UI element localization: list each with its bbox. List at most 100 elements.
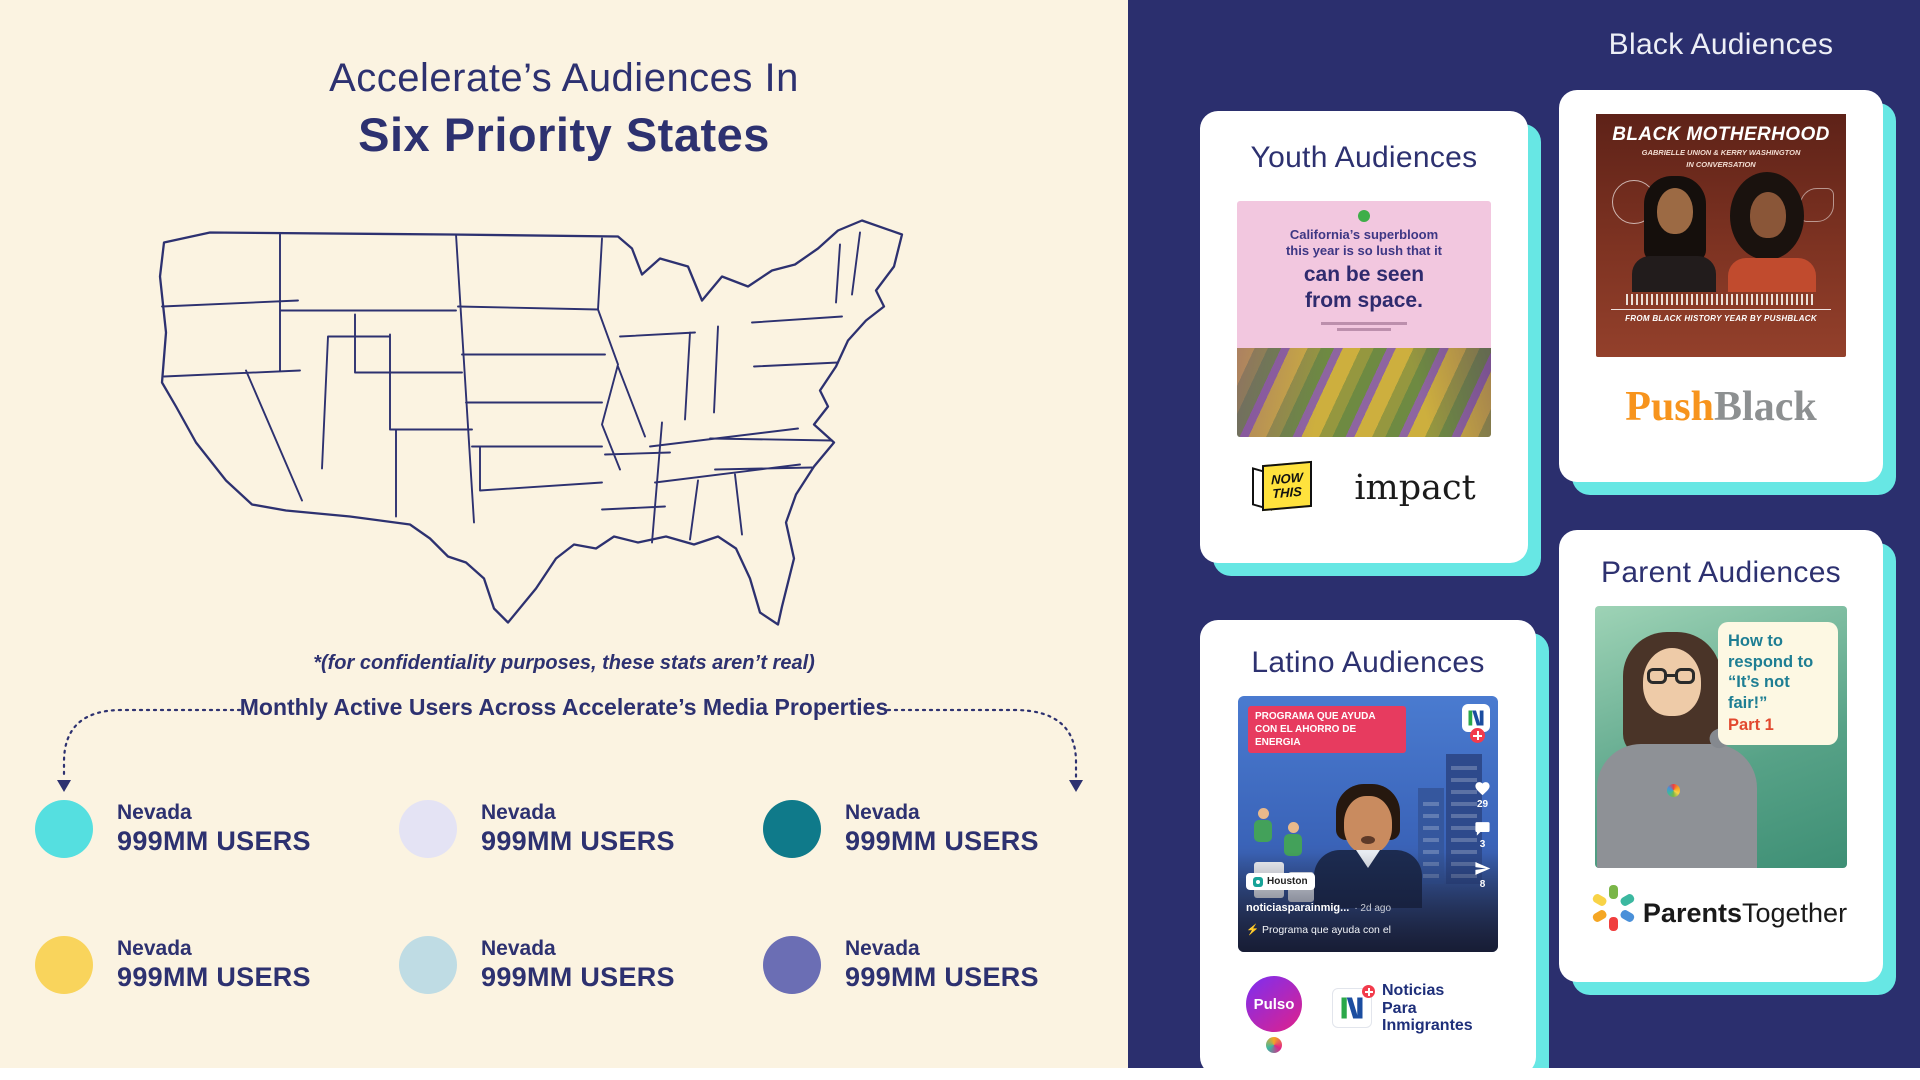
youth-post-image: California’s superbloom this year is so … — [1237, 201, 1491, 437]
poster-subline-1: GABRIELLE UNION & KERRY WASHINGTON — [1641, 148, 1801, 157]
share-count: 8 — [1479, 879, 1486, 890]
video-caption: ⚡ Programa que ayuda con el — [1246, 924, 1391, 936]
stat-color-dot-turquoise — [35, 800, 93, 858]
poster-headline: BLACK MOTHERHOOD — [1612, 124, 1830, 145]
audio-waveform-icon — [1626, 294, 1816, 306]
page-title: Accelerate’s Audiences In Six Priority S… — [0, 56, 1128, 162]
location-tag: Houston — [1246, 873, 1315, 890]
noticias-word-3: Inmigrantes — [1382, 1017, 1473, 1035]
parent-video-thumbnail: How to respond to “It’s not fair!” Part … — [1595, 606, 1847, 868]
left-panel: Accelerate’s Audiences In Six Priority S… — [0, 0, 1128, 1080]
arrowhead-right-icon — [1069, 780, 1083, 792]
sketch-line-icon — [1800, 188, 1834, 223]
black-audiences-card: BLACK MOTHERHOOD GABRIELLE UNION & KERRY… — [1559, 90, 1883, 482]
parentstogether-logo-bold: Parents — [1642, 897, 1742, 928]
video-bottom-gradient — [1238, 852, 1498, 952]
us-map-svg — [158, 219, 904, 626]
share-icon — [1475, 862, 1491, 875]
stat-state: Nevada — [845, 801, 920, 825]
overlay-line-3: “It’s not fair!” — [1728, 673, 1790, 712]
pulso-mini-icon — [1266, 1037, 1282, 1053]
stat-item-1: Nevada 999MM USERS — [35, 800, 399, 858]
stat-item-2: Nevada 999MM USERS — [399, 800, 763, 858]
stat-users: 999MM USERS — [117, 826, 311, 857]
parentstogether-pinwheel-icon — [1591, 885, 1637, 932]
pushblack-logo: PushBlack — [1559, 383, 1883, 431]
title-line-1: Accelerate’s Audiences In — [329, 56, 799, 100]
dotted-arrows — [57, 708, 1083, 792]
state-borders — [161, 231, 861, 544]
poster-subline-2: IN CONVERSATION — [1686, 160, 1756, 170]
us-outline — [158, 219, 904, 626]
stat-item-3: Nevada 999MM USERS — [763, 800, 1097, 858]
stat-color-dot-indigo — [763, 936, 821, 994]
post-credit-line — [1321, 321, 1407, 325]
glasses-icon — [1647, 668, 1667, 684]
latino-card-title: Latino Audiences — [1251, 646, 1485, 679]
publisher-dot-icon — [1358, 210, 1370, 222]
stat-state: Nevada — [117, 937, 192, 961]
stat-state: Nevada — [481, 801, 556, 825]
stats-grid: Nevada 999MM USERS Nevada 999MM USERS Ne… — [35, 800, 1097, 994]
noticias-n-icon — [1462, 704, 1490, 732]
stat-state: Nevada — [117, 801, 192, 825]
noticias-word-2: Para — [1382, 999, 1417, 1017]
stat-state: Nevada — [481, 937, 556, 961]
impact-logo: impact — [1354, 468, 1476, 508]
sweatshirt-logo-icon — [1667, 784, 1680, 797]
post-headline-2: from space. — [1305, 289, 1423, 313]
noticias-plus-icon — [1362, 985, 1375, 999]
dotted-arrow-right — [886, 708, 1078, 780]
overlay-line-2: respond to — [1728, 652, 1814, 671]
stat-users: 999MM USERS — [481, 962, 675, 993]
title-line-2: Six Priority States — [358, 108, 770, 161]
bottom-white-strip — [0, 1068, 1920, 1080]
stat-item-6: Nevada 999MM USERS — [763, 936, 1097, 994]
heart-icon — [1475, 782, 1490, 796]
overlay-part-label: Part 1 — [1728, 715, 1774, 734]
post-credit-line — [1337, 327, 1391, 331]
superbloom-photo — [1237, 348, 1491, 437]
glasses-icon — [1675, 668, 1695, 684]
youth-audiences-card: Youth Audiences California’s superbloom … — [1200, 111, 1528, 563]
location-name: Houston — [1267, 876, 1308, 887]
stat-item-5: Nevada 999MM USERS — [399, 936, 763, 994]
dotted-arrow-left — [62, 708, 242, 780]
subtitle-text: Monthly Active Users Across Accelerate’s… — [239, 694, 889, 720]
latino-video-thumbnail: PROGRAMA QUE AYUDA CON EL AHORRO DE ENER… — [1238, 696, 1498, 952]
noticias-word-1: Noticias — [1382, 982, 1445, 999]
parentstogether-logo-regular: Together — [1741, 897, 1848, 928]
disclaimer-text: *(for confidentiality purposes, these st… — [313, 652, 815, 674]
noticias-para-inmigrantes-logo: Noticias Para Inmigrantes — [1332, 982, 1473, 1035]
stat-color-dot-teal — [763, 800, 821, 858]
like-count: 29 — [1476, 799, 1489, 810]
video-text-overlay: How to respond to “It’s not fair!” Part … — [1718, 622, 1838, 745]
nowthis-word-2: THIS — [1272, 483, 1303, 502]
latino-audiences-card: Latino Audiences PROGRAMA QUE AYUDA CON … — [1200, 620, 1536, 1075]
noticias-n-icon — [1341, 997, 1363, 1019]
stat-color-dot-yellow — [35, 936, 93, 994]
comment-count: 3 — [1479, 839, 1486, 850]
pushblack-logo-push: Push — [1625, 384, 1715, 430]
banner-line-2: CON EL AHORRO DE ENERGIA — [1255, 724, 1357, 748]
post-subline-1: California’s superbloom — [1289, 227, 1439, 242]
nowthis-logo: NOW THIS — [1252, 460, 1314, 513]
stat-users: 999MM USERS — [845, 962, 1039, 993]
post-headline-1: can be seen — [1303, 262, 1425, 286]
follow-plus-icon — [1470, 728, 1485, 743]
post-timestamp: · 2d ago — [1354, 903, 1392, 914]
location-pin-icon — [1253, 876, 1263, 887]
parent-audiences-card: Parent Audiences How to respond to “It’s… — [1559, 530, 1883, 982]
poster-footer: FROM BLACK HISTORY YEAR BY PUSHBLACK — [1611, 309, 1831, 323]
stat-users: 999MM USERS — [845, 826, 1039, 857]
parentstogether-logo: ParentsTogether — [1559, 885, 1883, 932]
comment-icon — [1475, 822, 1490, 836]
worker-illustration — [1282, 822, 1304, 858]
stat-users: 999MM USERS — [481, 826, 675, 857]
poster-photo — [1596, 172, 1846, 293]
parent-card-title: Parent Audiences — [1601, 556, 1841, 589]
stat-users: 999MM USERS — [117, 962, 311, 993]
pulso-logo: Pulso — [1246, 976, 1302, 1053]
pushblack-logo-black: Black — [1714, 384, 1817, 430]
